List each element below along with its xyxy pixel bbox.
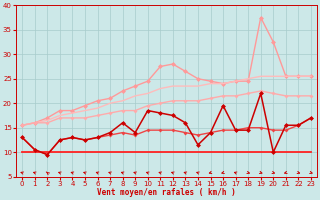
X-axis label: Vent moyen/en rafales ( km/h ): Vent moyen/en rafales ( km/h ) — [97, 188, 236, 197]
